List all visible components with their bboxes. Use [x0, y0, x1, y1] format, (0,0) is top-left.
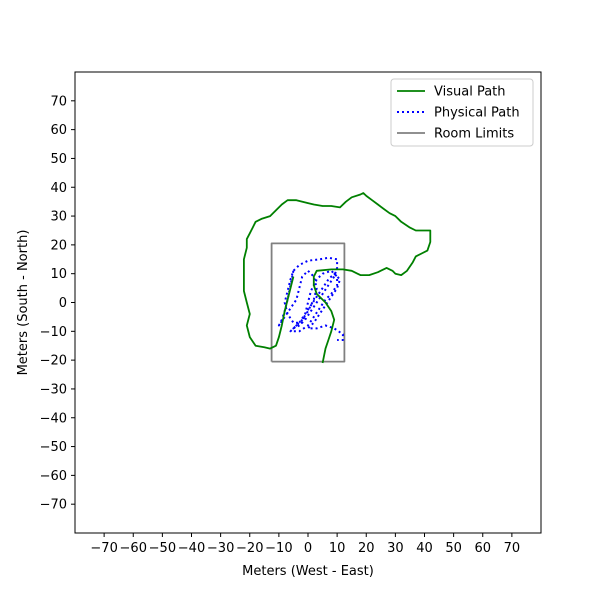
- legend-label: Visual Path: [434, 85, 506, 100]
- y-tick-label: 40: [50, 181, 67, 196]
- x-tick-label: −40: [178, 541, 205, 556]
- series-line-visual-path: [242, 192, 432, 364]
- y-tick-label: 30: [50, 210, 67, 225]
- y-tick-label: 70: [50, 94, 67, 109]
- x-tick-label: 40: [416, 541, 433, 556]
- x-tick-label: −30: [207, 541, 234, 556]
- x-tick-label: 20: [358, 541, 375, 556]
- x-tick-label: 0: [304, 541, 312, 556]
- y-tick-label: 50: [50, 152, 67, 167]
- x-tick-label: −10: [265, 541, 292, 556]
- x-tick-label: 30: [387, 541, 404, 556]
- legend-label: Room Limits: [434, 127, 514, 142]
- x-tick-label: −20: [236, 541, 263, 556]
- series-layer: [242, 192, 432, 364]
- x-tick-label: 70: [504, 541, 521, 556]
- y-tick-label: −20: [40, 354, 67, 369]
- legend: Visual Path Physical Path Room Limits: [390, 78, 534, 147]
- y-tick-label: 20: [50, 238, 67, 253]
- legend-box: [390, 78, 534, 147]
- x-tick-label: 60: [474, 541, 491, 556]
- y-tick-label: 60: [50, 123, 67, 138]
- y-tick-label: −30: [40, 382, 67, 397]
- x-axis-label: Meters (West - East): [242, 564, 374, 579]
- y-tick-label: −70: [40, 498, 67, 513]
- y-axis-label: Meters (South - North): [16, 230, 31, 376]
- legend-items: Visual Path Physical Path Room Limits: [397, 85, 520, 142]
- y-tick-label: 10: [50, 267, 67, 282]
- y-tick-label: 0: [59, 296, 67, 311]
- legend-label: Physical Path: [434, 106, 520, 121]
- x-tick-label: −60: [120, 541, 147, 556]
- y-tick-label: −40: [40, 411, 67, 426]
- x-tick-label: 10: [329, 541, 346, 556]
- x-tick-label: −50: [149, 541, 176, 556]
- x-tick-label: 50: [445, 541, 462, 556]
- y-tick-label: −50: [40, 440, 67, 455]
- x-tick-label: −70: [90, 541, 117, 556]
- y-tick-label: −60: [40, 469, 67, 484]
- y-tick-label: −10: [40, 325, 67, 340]
- ticks-layer: −70 −60 −50 −40 −30 −20 −10 0 10 20 30 40 50 60 70−70−…: [40, 94, 521, 556]
- series-line-room-limits: [270, 242, 346, 363]
